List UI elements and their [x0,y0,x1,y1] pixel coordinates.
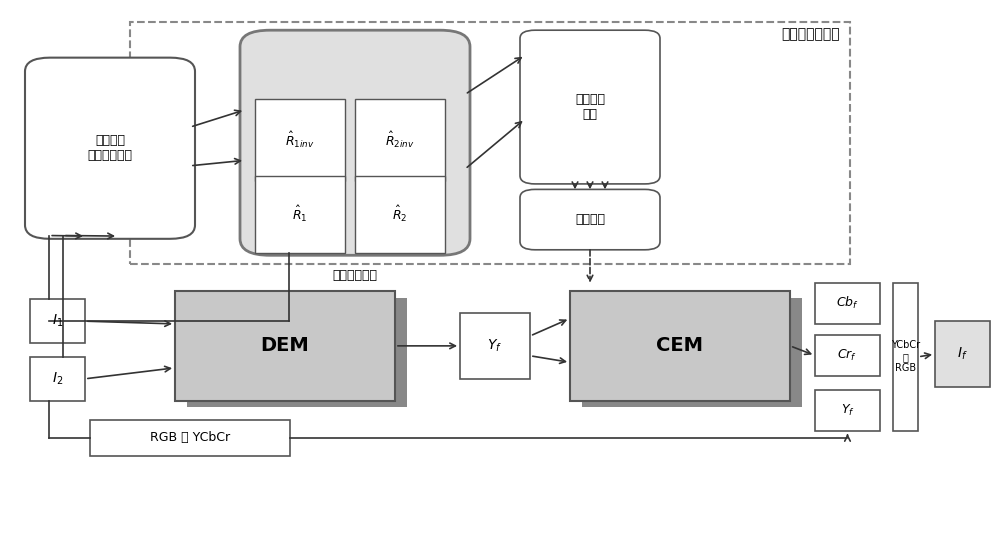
Bar [460,313,530,379]
Bar [255,99,345,181]
Bar [30,299,85,343]
Text: $I_2$: $I_2$ [52,371,63,387]
Bar [355,99,445,181]
Text: $Cb_f$: $Cb_f$ [836,295,859,311]
Bar [30,357,85,401]
Bar [355,176,445,253]
Bar [815,390,880,431]
Bar [893,283,918,431]
Text: $\hat{R}_{2inv}$: $\hat{R}_{2inv}$ [385,130,415,150]
Text: 仅用于训练阶段: 仅用于训练阶段 [781,27,840,42]
Text: $Y_f$: $Y_f$ [841,403,854,418]
Text: 参考图像序列: 参考图像序列 [332,269,378,282]
Text: 细节增强
参考图像生成: 细节增强 参考图像生成 [88,134,132,163]
Bar [187,298,407,407]
Bar [130,22,850,264]
Text: 按信息量
加权: 按信息量 加权 [575,93,605,121]
Text: RGB 转 YCbCr: RGB 转 YCbCr [150,432,230,444]
Text: $Y_f$: $Y_f$ [487,338,503,354]
FancyBboxPatch shape [520,30,660,184]
Text: $I_f$: $I_f$ [957,346,968,362]
Text: $I_1$: $I_1$ [52,313,63,329]
Text: $Cr_f$: $Cr_f$ [837,348,858,363]
Text: YCbCr
转
RGB: YCbCr 转 RGB [891,340,920,373]
Bar [582,298,802,407]
Bar [175,291,395,401]
Bar [815,283,880,324]
Text: $\hat{R}_{2}$: $\hat{R}_{2}$ [392,204,408,224]
FancyBboxPatch shape [240,30,470,255]
Bar [90,420,290,456]
FancyBboxPatch shape [25,58,195,239]
Text: $\hat{R}_{1inv}$: $\hat{R}_{1inv}$ [285,130,315,150]
Text: DEM: DEM [261,337,309,355]
Bar [255,176,345,253]
Text: CEM: CEM [656,337,703,355]
Text: $\hat{R}_{1}$: $\hat{R}_{1}$ [292,204,308,224]
Bar [935,321,990,387]
Bar [815,335,880,376]
Bar [570,291,790,401]
Text: 损失函数: 损失函数 [575,213,605,226]
FancyBboxPatch shape [520,189,660,250]
